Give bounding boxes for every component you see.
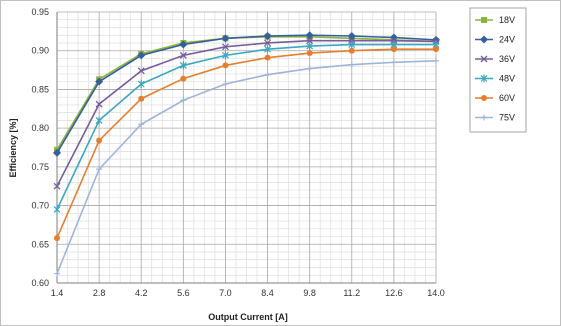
data-point-marker — [95, 100, 103, 108]
data-point-marker — [305, 31, 314, 40]
y-tick-label: 0.65 — [31, 239, 49, 249]
x-tick-label: 14.0 — [427, 288, 445, 298]
data-point-marker — [263, 32, 272, 41]
legend-label: 48V — [499, 74, 515, 84]
data-point-marker — [179, 61, 187, 70]
data-point-marker — [481, 17, 487, 23]
series-24V — [53, 31, 440, 157]
series-75V — [54, 57, 439, 277]
data-point-marker — [480, 35, 488, 44]
data-point-marker — [222, 51, 229, 60]
series-line — [56, 48, 436, 239]
series-line — [56, 43, 436, 210]
x-tick-label: 11.2 — [343, 288, 360, 298]
x-tick-label: 9.8 — [303, 288, 316, 298]
data-point-marker — [264, 54, 271, 61]
legend-item-75V: 75V — [475, 113, 515, 123]
data-point-marker — [54, 235, 60, 242]
data-point-marker — [264, 39, 272, 47]
legend-label: 18V — [499, 15, 515, 25]
legend: 18V 24V 36V 48V 60V 75V — [469, 7, 527, 133]
data-point-marker — [179, 40, 188, 49]
x-tick-label: 12.6 — [385, 288, 403, 298]
x-tick-label: 5.6 — [177, 288, 190, 298]
data-point-marker — [53, 182, 61, 190]
y-tick-label: 0.70 — [31, 201, 49, 211]
data-point-marker — [221, 34, 230, 43]
data-point-marker — [433, 46, 439, 53]
data-point-marker — [53, 205, 61, 214]
data-point-marker — [179, 51, 187, 59]
data-point-marker — [480, 55, 488, 63]
data-point-marker — [96, 137, 103, 144]
data-point-marker — [53, 148, 61, 157]
legend-label: 24V — [499, 35, 515, 45]
data-point-marker — [137, 51, 146, 60]
x-tick-label: 7.0 — [219, 288, 232, 298]
legend-item-24V: 24V — [475, 35, 515, 45]
data-point-marker — [180, 75, 187, 82]
data-point-marker — [95, 77, 104, 86]
data-point-marker — [137, 67, 145, 75]
x-axis-title: Output Current [A] — [208, 312, 287, 322]
y-tick-label: 0.90 — [31, 46, 49, 56]
y-tick-labels: 0.60 0.65 0.70 0.75 0.80 0.85 0.90 0.95 — [31, 7, 49, 288]
data-point-marker — [54, 270, 60, 277]
legend-label: 36V — [499, 54, 515, 64]
data-point-marker — [222, 62, 229, 69]
data-point-marker — [96, 166, 103, 173]
data-point-marker — [221, 43, 229, 51]
y-tick-label: 0.60 — [31, 278, 49, 288]
data-point-marker — [306, 50, 313, 57]
data-point-marker — [306, 65, 313, 72]
legend-label: 60V — [499, 93, 515, 103]
legend-item-60V: 60V — [475, 93, 515, 103]
data-point-marker — [480, 74, 488, 83]
data-point-marker — [306, 37, 314, 45]
data-point-marker — [433, 57, 439, 64]
y-tick-label: 0.95 — [31, 7, 49, 17]
data-point-marker — [306, 42, 314, 51]
series-layer — [53, 31, 440, 277]
y-tick-label: 0.75 — [31, 162, 49, 172]
series-line — [56, 34, 437, 154]
x-tick-label: 8.4 — [261, 288, 274, 298]
x-tick-labels: 1.4 2.8 4.2 5.6 7.0 8.4 9.8 11.2 12.6 14.0 — [51, 288, 445, 298]
data-point-marker — [138, 121, 145, 128]
data-point-marker — [481, 114, 487, 121]
y-axis-title: Efficiency [%] — [8, 118, 18, 177]
data-point-marker — [264, 71, 271, 78]
data-point-marker — [481, 95, 487, 101]
legend-item-18V: 18V — [475, 15, 515, 25]
data-point-marker — [264, 45, 271, 54]
data-point-marker — [390, 59, 397, 66]
data-point-marker — [348, 40, 356, 49]
data-point-marker — [222, 81, 229, 88]
series-60V — [54, 46, 439, 242]
y-tick-label: 0.85 — [31, 84, 49, 94]
legend-box — [469, 7, 527, 133]
y-tick-label: 0.80 — [31, 123, 49, 133]
data-point-marker — [348, 61, 355, 68]
data-point-marker — [138, 95, 145, 102]
series-line — [56, 39, 437, 187]
x-tick-label: 1.4 — [51, 288, 64, 298]
data-point-marker — [390, 46, 397, 53]
data-point-marker — [137, 80, 145, 89]
x-tick-label: 4.2 — [135, 288, 148, 298]
series-48V — [53, 40, 440, 214]
series-line — [56, 59, 437, 275]
data-point-marker — [180, 97, 187, 104]
data-point-marker — [95, 116, 103, 125]
legend-label: 75V — [499, 113, 515, 123]
data-point-marker — [348, 47, 355, 54]
legend-item-36V: 36V — [475, 54, 515, 64]
x-tick-label: 2.8 — [93, 288, 106, 298]
legend-item-48V: 48V — [475, 74, 515, 84]
